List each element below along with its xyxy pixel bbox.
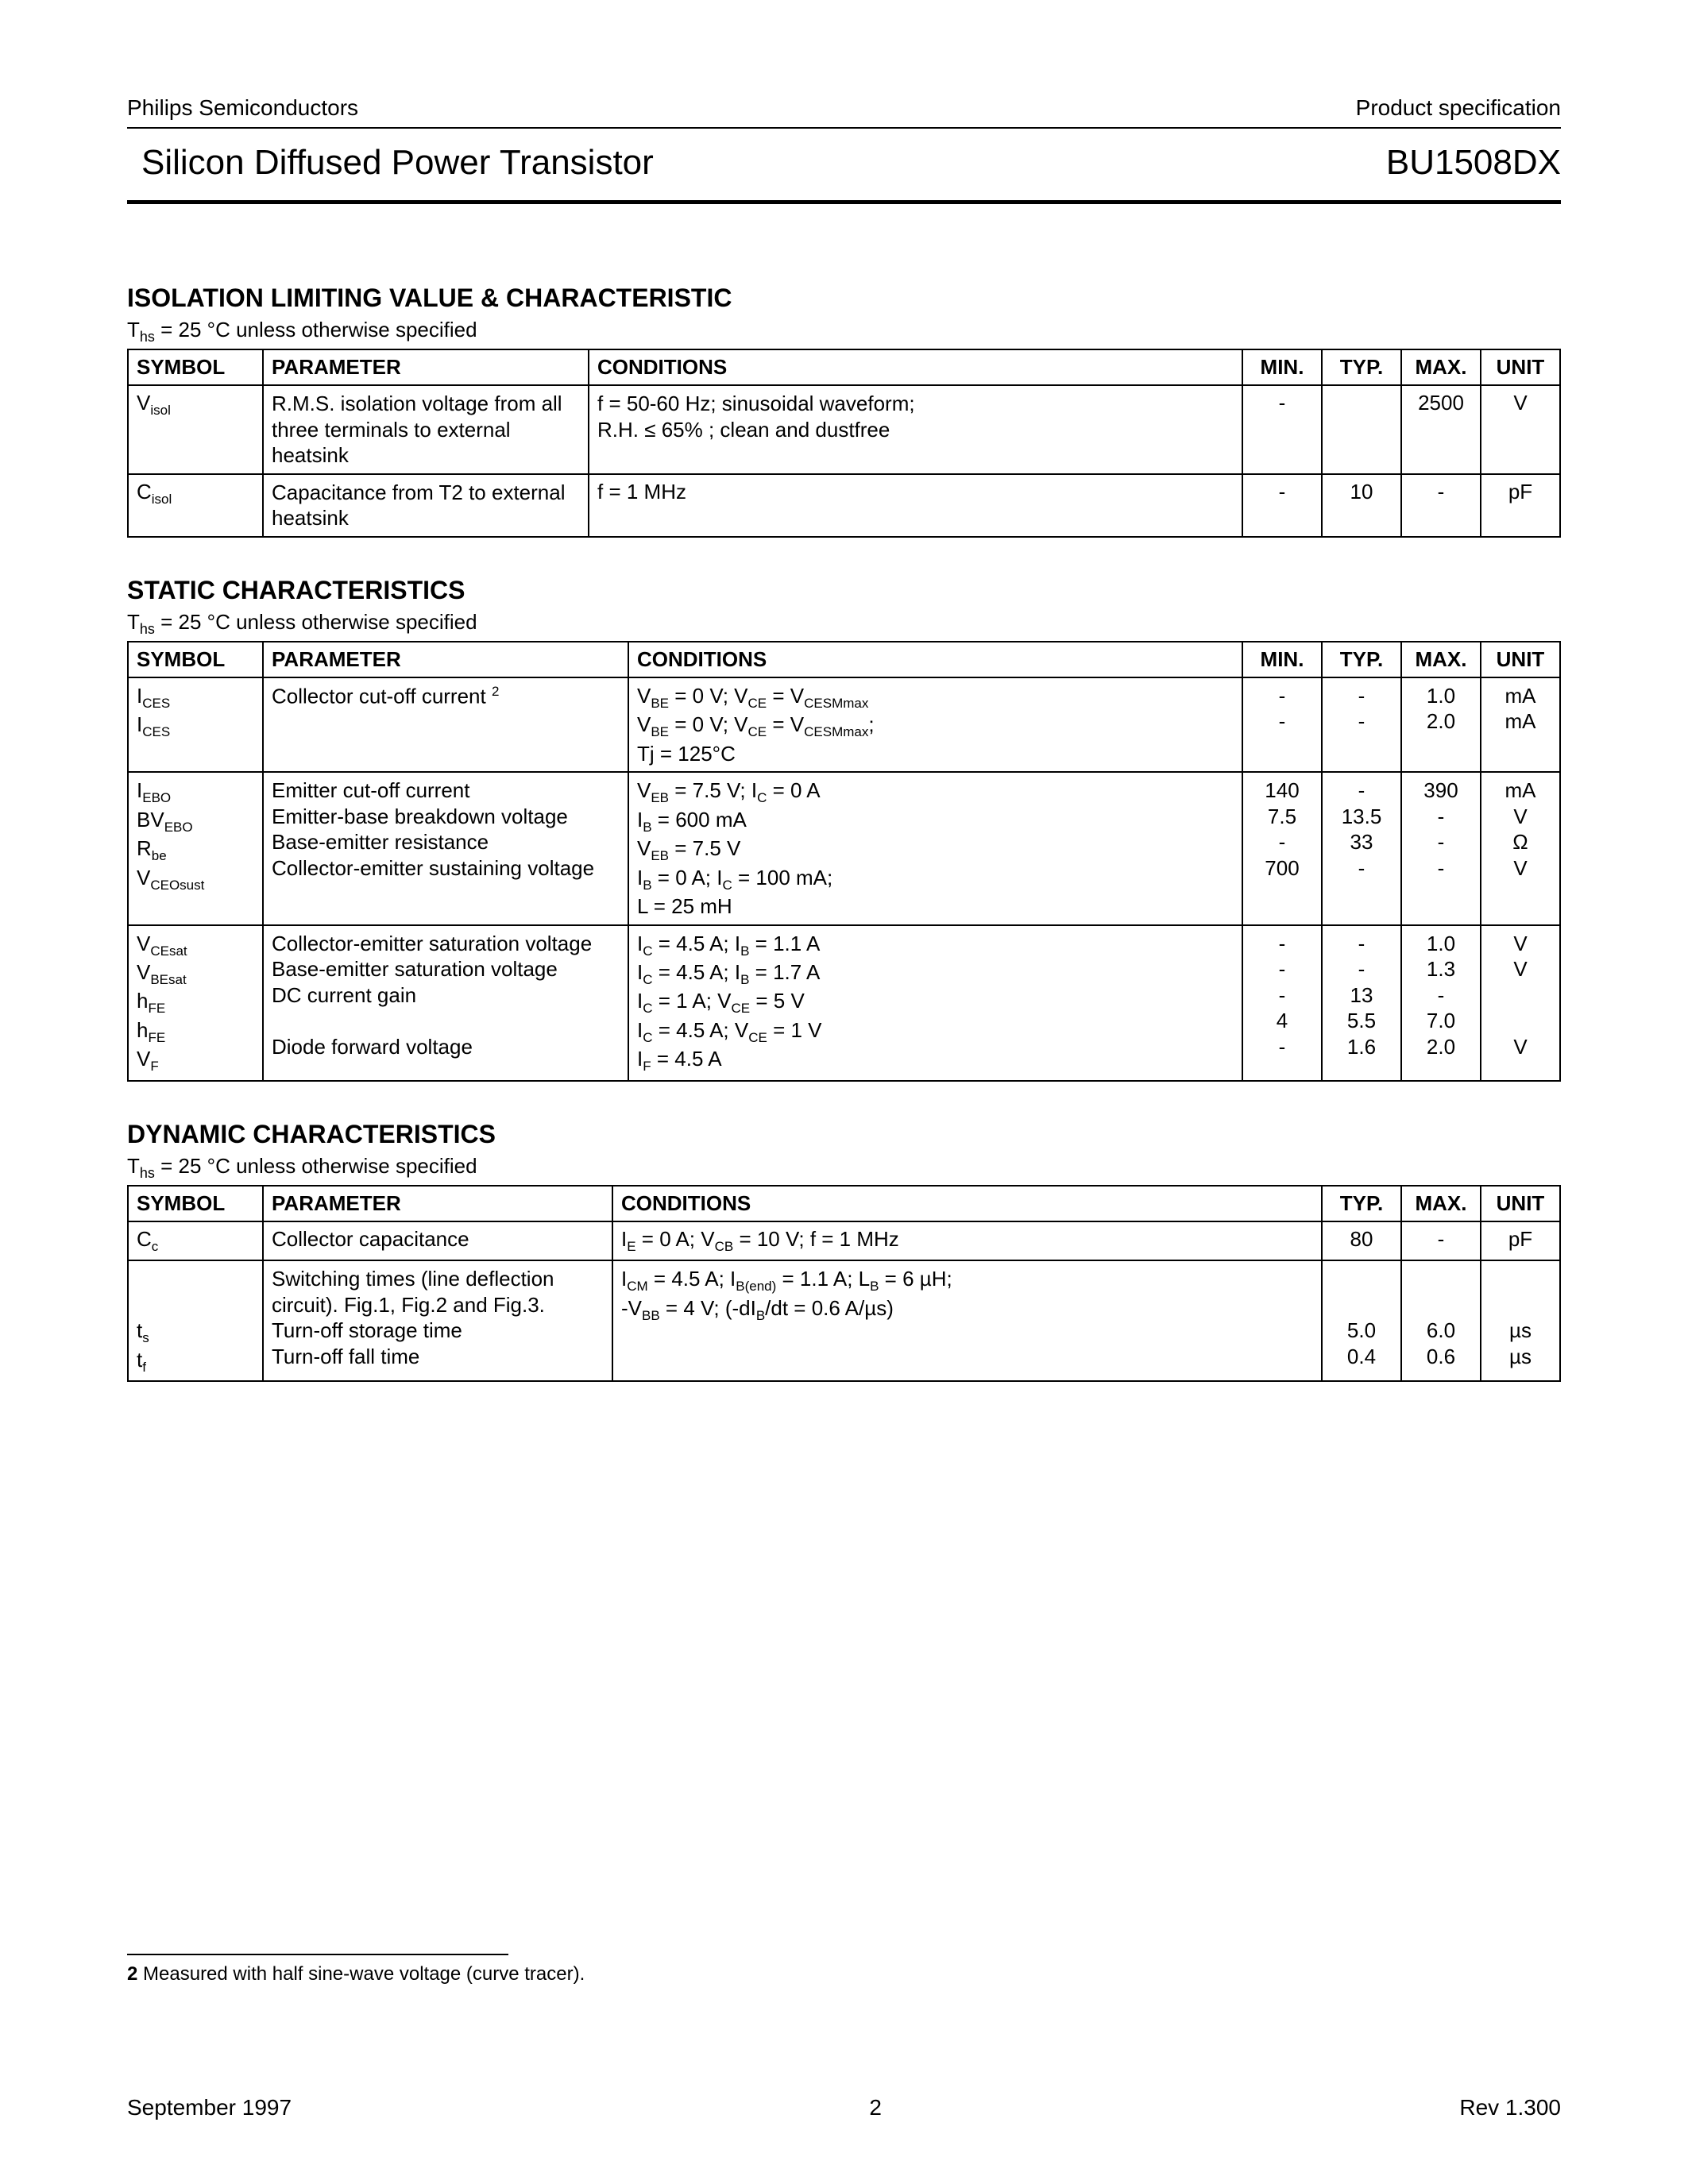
footer: September 1997 2 Rev 1.300	[127, 2095, 1561, 2120]
company: Philips Semiconductors	[127, 95, 358, 121]
page-title: Silicon Diffused Power Transistor	[141, 143, 654, 183]
section2-note: Ths = 25 °C unless otherwise specified	[127, 610, 1561, 638]
dynamic-table: SYMBOL PARAMETER CONDITIONS TYP. MAX. UN…	[127, 1185, 1561, 1382]
table-row: Visol R.M.S. isolation voltage from all …	[128, 385, 1560, 474]
col-symbol: SYMBOL	[128, 1186, 263, 1221]
section1-title: ISOLATION LIMITING VALUE & CHARACTERISTI…	[127, 284, 1561, 313]
header: Philips Semiconductors Product specifica…	[127, 95, 1561, 129]
part-number: BU1508DX	[1386, 143, 1561, 183]
table-row: Cc Collector capacitance IE = 0 A; VCB =…	[128, 1221, 1560, 1260]
col-min: MIN.	[1242, 349, 1322, 385]
table-row: VCEsatVBEsathFEhFEVF Collector-emitter s…	[128, 925, 1560, 1081]
col-min: MIN.	[1242, 642, 1322, 677]
static-table: SYMBOL PARAMETER CONDITIONS MIN. TYP. MA…	[127, 641, 1561, 1082]
table-row: ICESICES Collector cut-off current 2 VBE…	[128, 677, 1560, 772]
col-typ: TYP.	[1322, 642, 1401, 677]
section3-note: Ths = 25 °C unless otherwise specified	[127, 1154, 1561, 1182]
footer-rev: Rev 1.300	[1459, 2095, 1561, 2120]
col-conditions: CONDITIONS	[589, 349, 1242, 385]
col-conditions: CONDITIONS	[628, 642, 1242, 677]
col-typ: TYP.	[1322, 349, 1401, 385]
col-unit: UNIT	[1481, 1186, 1560, 1221]
footer-date: September 1997	[127, 2095, 292, 2120]
section1-note: Ths = 25 °C unless otherwise specified	[127, 318, 1561, 345]
section2-title: STATIC CHARACTERISTICS	[127, 576, 1561, 605]
col-parameter: PARAMETER	[263, 642, 628, 677]
footnote-rule	[127, 1954, 508, 1955]
col-unit: UNIT	[1481, 349, 1560, 385]
col-parameter: PARAMETER	[263, 349, 589, 385]
table-row: IEBOBVEBORbeVCEOsust Emitter cut-off cur…	[128, 772, 1560, 924]
col-unit: UNIT	[1481, 642, 1560, 677]
doctype: Product specification	[1356, 95, 1561, 121]
col-parameter: PARAMETER	[263, 1186, 612, 1221]
col-max: MAX.	[1401, 349, 1481, 385]
col-conditions: CONDITIONS	[612, 1186, 1322, 1221]
col-max: MAX.	[1401, 642, 1481, 677]
isolation-table: SYMBOL PARAMETER CONDITIONS MIN. TYP. MA…	[127, 349, 1561, 538]
section3-title: DYNAMIC CHARACTERISTICS	[127, 1120, 1561, 1149]
col-symbol: SYMBOL	[128, 349, 263, 385]
title-row: Silicon Diffused Power Transistor BU1508…	[127, 129, 1561, 204]
table-row: tstf Switching times (line deflection ci…	[128, 1260, 1560, 1381]
table-row: Cisol Capacitance from T2 to external he…	[128, 474, 1560, 537]
footnote: 2 Measured with half sine-wave voltage (…	[127, 1963, 1561, 1985]
col-max: MAX.	[1401, 1186, 1481, 1221]
col-typ: TYP.	[1322, 1186, 1401, 1221]
footer-page: 2	[869, 2095, 882, 2120]
col-symbol: SYMBOL	[128, 642, 263, 677]
